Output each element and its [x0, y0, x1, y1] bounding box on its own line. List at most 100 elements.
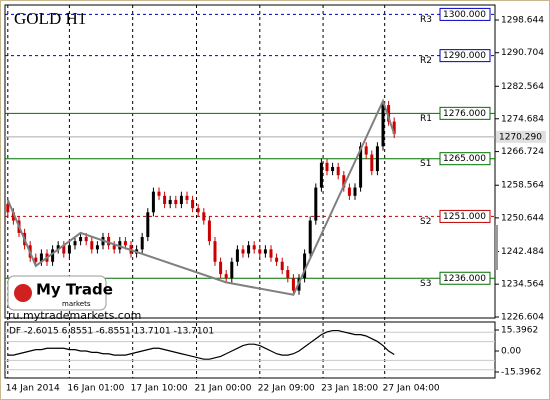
candle-body	[308, 220, 312, 254]
x-tick-label: 22 Jan 09:00	[258, 384, 315, 394]
level-label: 1276.000	[443, 109, 486, 119]
candle-body	[191, 199, 195, 209]
y-tick-label: 1298.644	[501, 15, 544, 25]
level-name: R1	[420, 114, 432, 124]
level-box	[439, 271, 491, 285]
candle-body	[123, 241, 127, 246]
candle-body	[387, 105, 391, 122]
level-box	[439, 209, 491, 223]
candle-body	[51, 249, 55, 262]
candle-body	[213, 241, 217, 262]
candle-body	[140, 237, 144, 250]
candle-body	[163, 195, 167, 205]
candle-body	[90, 241, 94, 250]
level-name: R2	[420, 56, 432, 66]
candle-body	[230, 261, 234, 279]
candle-body	[241, 249, 245, 254]
candle-body	[247, 245, 251, 254]
candle-body	[347, 187, 351, 196]
candle-body	[286, 270, 290, 279]
candle-body	[235, 249, 239, 262]
candle-body	[56, 245, 60, 250]
candle-body	[107, 237, 111, 246]
level-label: 1290.000	[443, 51, 486, 61]
candle-body	[370, 154, 374, 172]
y-tick-label: 1234.564	[501, 280, 544, 290]
x-tick-label: 21 Jan 00:00	[195, 384, 252, 394]
candle-body	[252, 245, 256, 250]
level-label: 1300.000	[443, 10, 486, 20]
candle-body	[359, 146, 363, 188]
candle-body	[219, 261, 223, 275]
y-tick-label: 1242.484	[501, 247, 544, 257]
level-label: 1236.000	[443, 274, 486, 284]
candle-body	[79, 237, 83, 242]
candle-body	[392, 121, 396, 134]
y-tick-label: 1226.604	[501, 312, 544, 322]
x-tick-label: 23 Jan 18:00	[321, 384, 378, 394]
candle-body	[336, 166, 340, 176]
candle-body	[34, 257, 38, 262]
level-box	[439, 49, 491, 63]
candle-body	[364, 146, 368, 155]
candle-body	[95, 245, 99, 250]
candle-body	[319, 162, 323, 188]
level-box	[439, 106, 491, 120]
candle-body	[381, 105, 385, 147]
logo-sub: markets	[62, 300, 91, 308]
zigzag	[6, 98, 396, 296]
level-box	[439, 7, 491, 21]
candle-body	[375, 146, 379, 172]
y-tick-label: 1274.684	[501, 114, 544, 124]
candle-body	[314, 187, 318, 221]
main-plot	[4, 4, 496, 319]
y-tick-label: 1250.644	[501, 213, 544, 223]
candle-body	[73, 241, 77, 246]
candle-body	[168, 199, 172, 205]
y-tick-label: 1282.564	[501, 82, 544, 92]
current-box	[496, 130, 546, 143]
candle-body	[342, 175, 346, 188]
candle-body	[291, 278, 295, 291]
x-tick-label: 27 Jan 04:00	[383, 384, 440, 394]
candle-body	[224, 274, 228, 279]
y-tick-label: 1258.564	[501, 181, 544, 191]
logo-box	[7, 275, 107, 311]
candle-body	[11, 212, 15, 221]
candle-body	[179, 195, 183, 205]
level-name: S3	[420, 279, 431, 289]
candle-body	[258, 249, 262, 254]
y-tick-label: 1290.704	[501, 48, 544, 58]
x-tick-label: 16 Jan 01:00	[67, 384, 124, 394]
candle-body	[157, 191, 161, 196]
candle-body	[112, 245, 116, 250]
x-tick-label: 14 Jan 2014	[6, 384, 60, 394]
candle-body	[67, 245, 71, 254]
candle-body	[303, 253, 307, 279]
candle-body	[196, 208, 200, 213]
candle-body	[207, 220, 211, 242]
chart-title: GOLD H1	[14, 9, 86, 28]
candle-body	[151, 191, 155, 213]
level-box	[439, 152, 491, 166]
x-tick-label: 17 Jan 10:00	[131, 384, 188, 394]
candle-body	[331, 166, 335, 172]
candle-body	[84, 237, 88, 242]
y2-tick-label: -15.3962	[501, 368, 541, 378]
y2-tick-label: 0.00	[501, 347, 521, 357]
candle-body	[263, 249, 267, 254]
candle-body	[62, 245, 66, 254]
y2-tick-label: 15.3962	[501, 325, 538, 335]
candle-body	[280, 261, 284, 271]
candle-body	[202, 212, 206, 221]
indicator-plot	[4, 321, 496, 379]
candle-body	[275, 257, 279, 262]
candle-body	[6, 204, 10, 213]
level-name: R3	[420, 15, 432, 25]
df-line	[7, 329, 395, 360]
current-label: 1270.290	[499, 132, 542, 142]
candle-body	[269, 249, 273, 258]
indicator-label: DF -2.6015 6.8551 -6.8551 13.7101 -13.71…	[9, 327, 214, 337]
level-name: S1	[420, 159, 431, 169]
